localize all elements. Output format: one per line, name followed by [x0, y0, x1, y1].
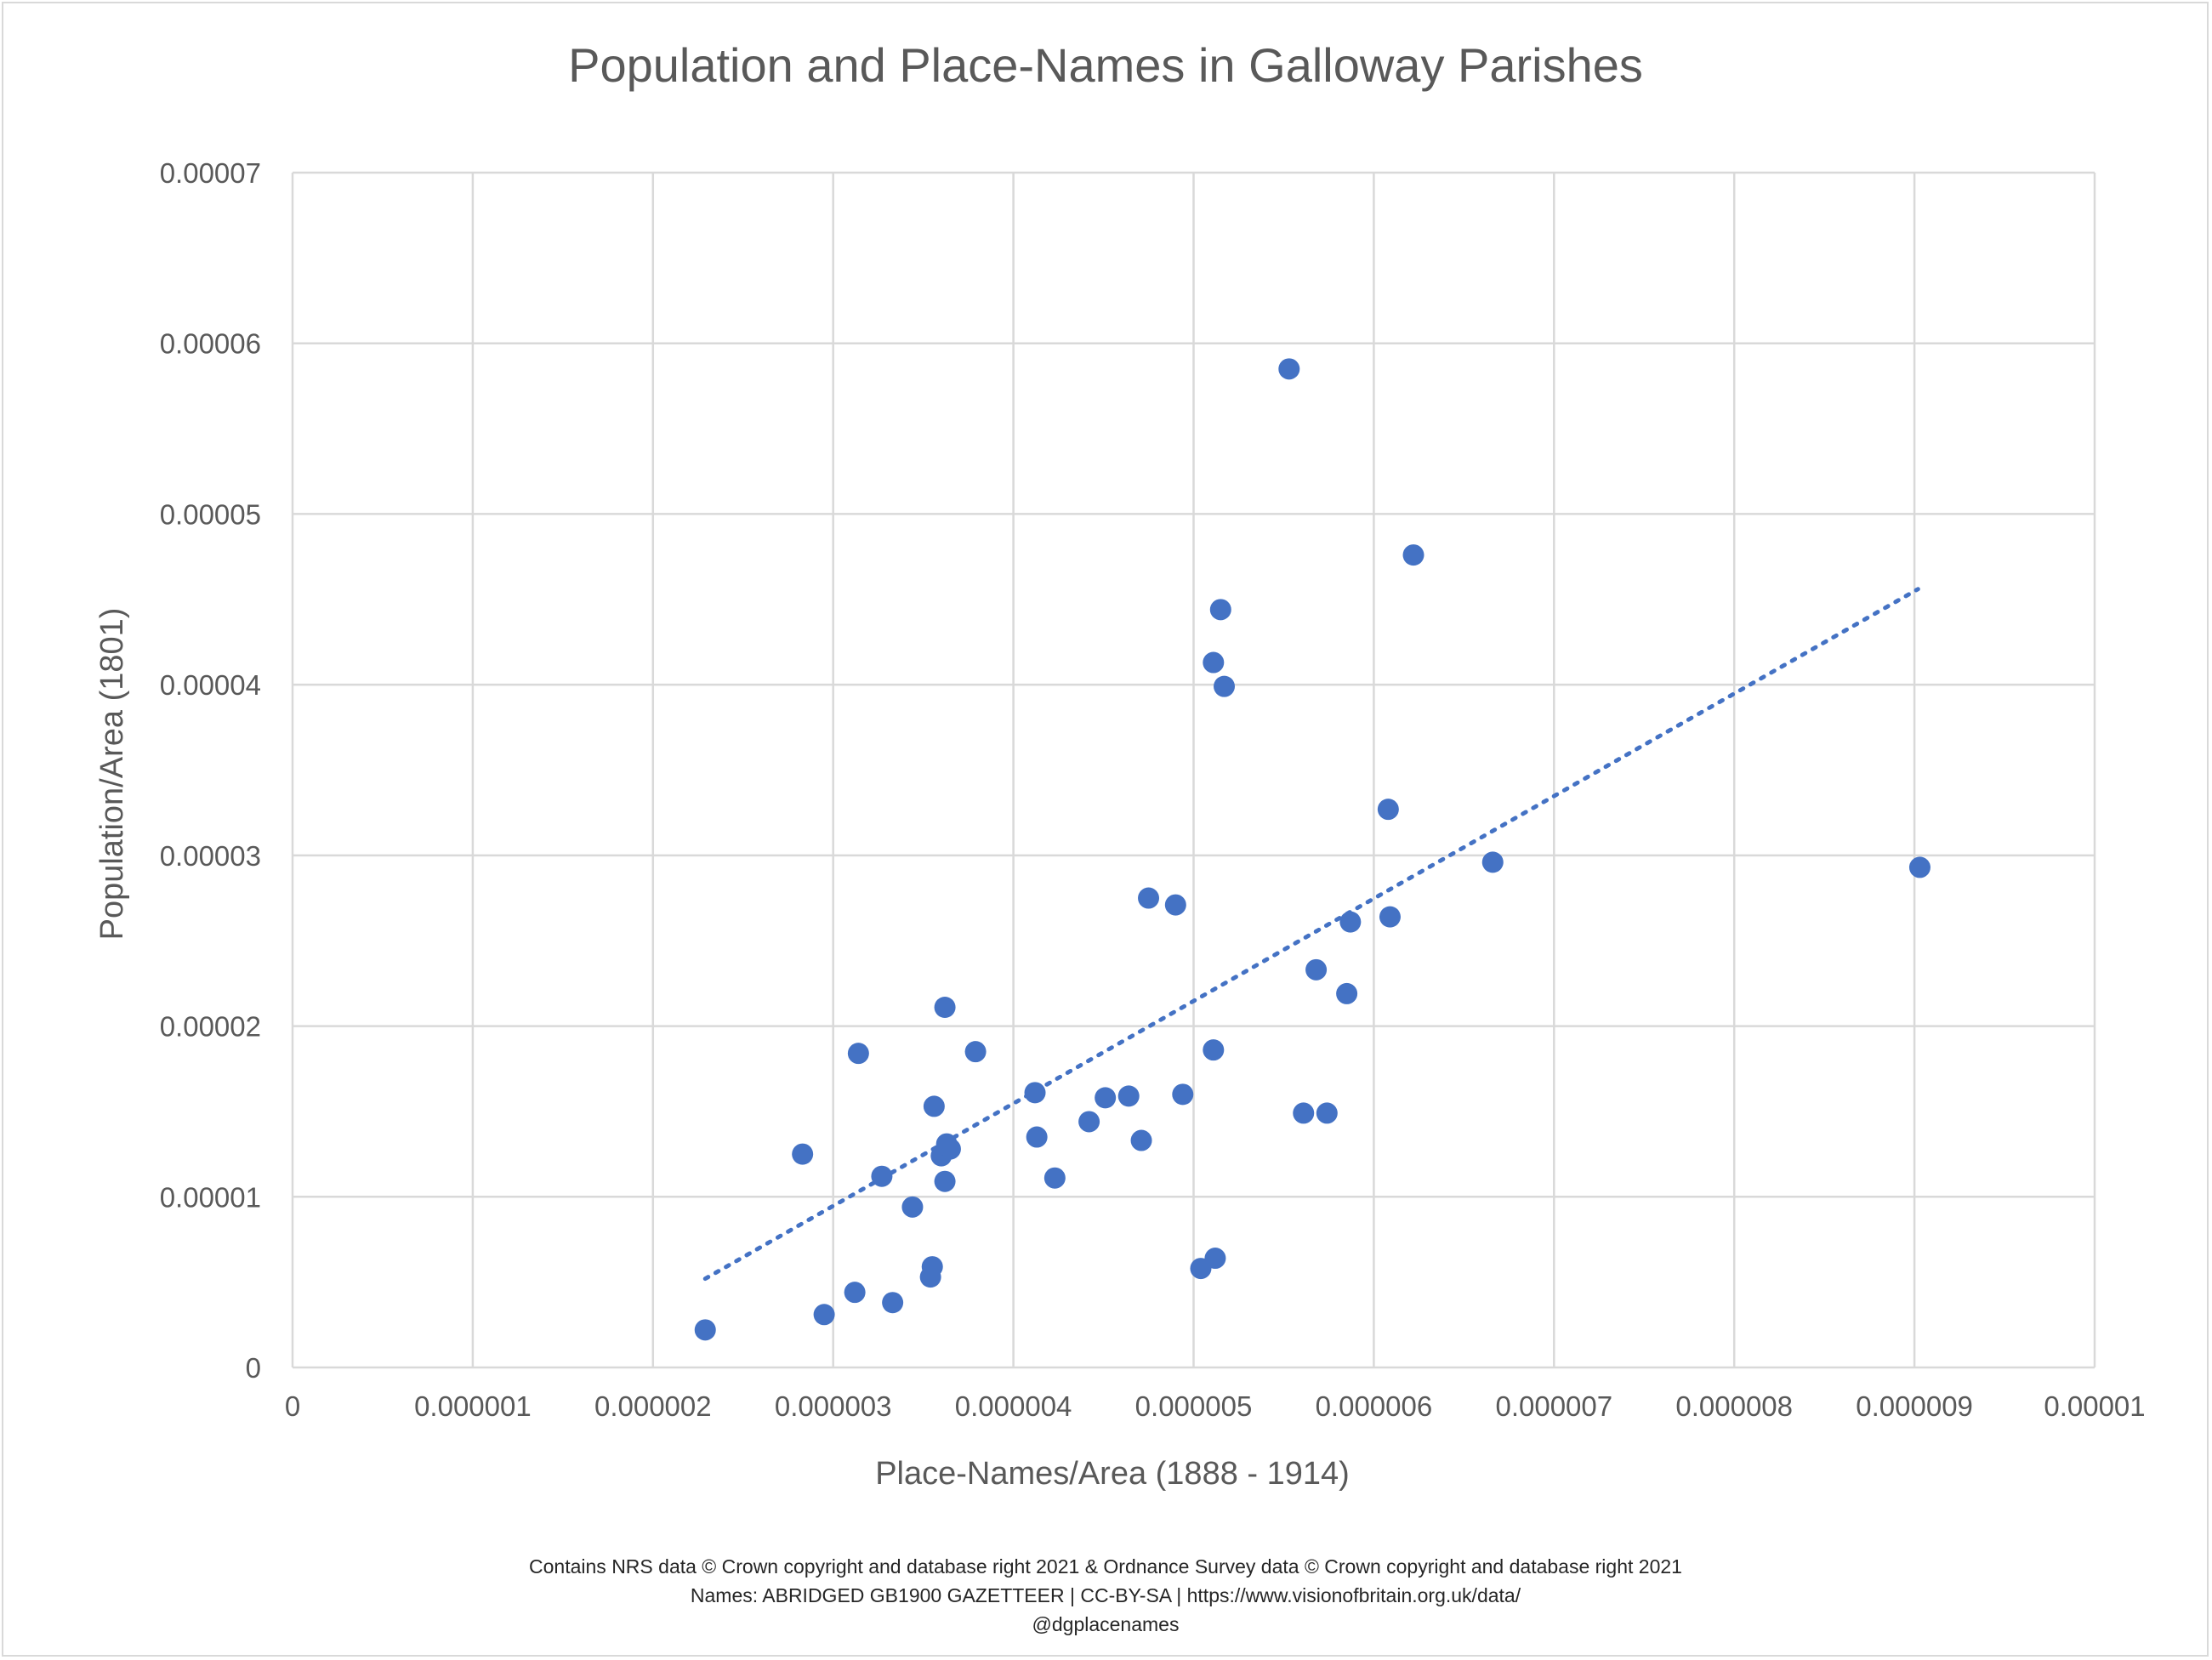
data-point — [1026, 1126, 1048, 1148]
data-points — [694, 358, 1931, 1341]
data-point — [934, 1170, 956, 1192]
data-point — [1481, 851, 1504, 873]
x-tick-label: 0.000009 — [1856, 1390, 1973, 1422]
data-point — [847, 1043, 869, 1065]
data-point — [1204, 1248, 1226, 1270]
x-tick-label: 0.000006 — [1316, 1390, 1433, 1422]
data-point — [1130, 1129, 1152, 1151]
data-point — [1278, 358, 1300, 380]
x-tick-label: 0.000002 — [594, 1390, 712, 1422]
data-point — [1078, 1111, 1100, 1133]
data-point — [1316, 1102, 1338, 1124]
data-point — [1379, 906, 1401, 928]
data-point — [1203, 1039, 1225, 1061]
data-point — [1024, 1082, 1046, 1104]
data-point — [1305, 958, 1328, 981]
data-point — [921, 1256, 943, 1278]
data-point — [935, 1134, 958, 1157]
chart-title: Population and Place-Names in Galloway P… — [568, 38, 1643, 92]
y-tick-label: 0.00003 — [160, 840, 261, 872]
data-point — [1095, 1087, 1117, 1109]
data-point — [923, 1095, 945, 1117]
data-point — [1117, 1085, 1140, 1107]
tick-labels: 0 0.000001 0.000002 0.000003 0.000004 0.00000… — [160, 157, 2146, 1422]
data-point — [1043, 1167, 1066, 1189]
x-tick-label: 0.000003 — [775, 1390, 892, 1422]
x-tick-label: 0.000001 — [414, 1390, 532, 1422]
credit-line-2: Names: ABRIDGED GB1900 GAZETTEER | CC-BY… — [691, 1584, 1521, 1606]
data-point — [1209, 599, 1231, 621]
data-point — [792, 1143, 814, 1165]
y-tick-label: 0 — [246, 1352, 261, 1384]
x-axis-title: Place-Names/Area (1888 - 1914) — [875, 1456, 1350, 1492]
data-point — [871, 1165, 893, 1187]
y-tick-label: 0.00006 — [160, 328, 261, 360]
data-point — [1203, 651, 1225, 674]
data-point — [1164, 894, 1186, 916]
data-point — [813, 1304, 835, 1326]
data-point — [1908, 856, 1931, 878]
data-point — [1336, 982, 1358, 1004]
x-tick-label: 0.000007 — [1495, 1390, 1612, 1422]
y-tick-label: 0.00004 — [160, 669, 261, 701]
data-point — [882, 1292, 904, 1314]
x-tick-label: 0.000005 — [1135, 1390, 1253, 1422]
x-tick-label: 0 — [285, 1390, 300, 1422]
data-point — [1339, 911, 1362, 933]
data-point — [934, 996, 956, 1018]
data-point — [964, 1041, 987, 1063]
data-point — [1214, 675, 1236, 697]
data-point — [1138, 887, 1160, 909]
data-point — [1172, 1083, 1194, 1106]
x-tick-label: 0.000008 — [1675, 1390, 1793, 1422]
gridlines — [291, 171, 2096, 1369]
y-tick-label: 0.00002 — [160, 1011, 261, 1043]
y-axis-title: Population/Area (1801) — [94, 608, 130, 941]
y-tick-label: 0.00007 — [160, 157, 261, 189]
credit-line-1: Contains NRS data © Crown copyright and … — [529, 1555, 1682, 1578]
data-point — [901, 1196, 924, 1218]
data-point — [1377, 799, 1399, 821]
y-tick-label: 0.00005 — [160, 498, 261, 530]
data-point — [1293, 1102, 1315, 1124]
credit-line-3: @dgplacenames — [1032, 1613, 1180, 1635]
data-point — [1402, 544, 1424, 566]
x-tick-label: 0.000004 — [955, 1390, 1072, 1422]
x-tick-label: 0.00001 — [2044, 1390, 2145, 1422]
data-point — [844, 1282, 866, 1304]
data-point — [694, 1319, 716, 1341]
y-tick-label: 0.00001 — [160, 1181, 261, 1213]
